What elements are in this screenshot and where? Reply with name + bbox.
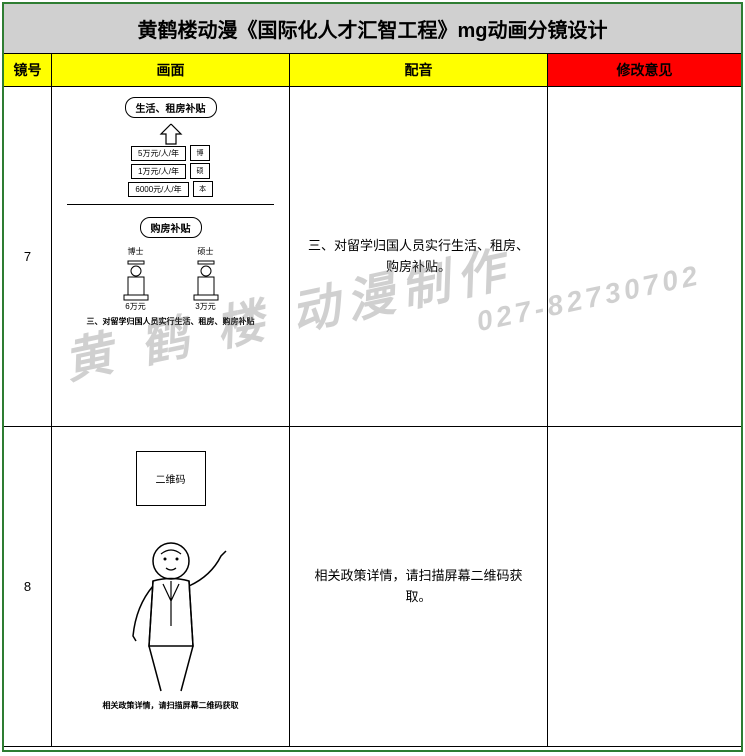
header-vo: 配音: [290, 54, 548, 86]
sb-caption: 相关政策详情，请扫描屏幕二维码获取: [103, 700, 239, 711]
vo-text: 相关政策详情，请扫描屏幕二维码获取。: [294, 566, 543, 608]
tier-row: 1万元/人/年 硕: [131, 163, 210, 179]
grad-amount: 3万元: [186, 301, 226, 312]
person-pointing-icon: [101, 526, 241, 696]
tier-tag: 博: [190, 145, 210, 161]
tier-row: 5万元/人/年 博: [131, 145, 210, 161]
tier-amount: 1万元/人/年: [131, 164, 186, 179]
graduate-icon: [116, 257, 156, 301]
table-row: 8 二维码 相关政策详情，请扫描屏幕二维码获取: [4, 427, 741, 747]
cell-storyboard: 二维码 相关政策详情，请扫描屏幕二维码获取: [52, 427, 290, 746]
grad-phd: 博士 6万元: [116, 246, 156, 312]
grad-amount: 6万元: [116, 301, 156, 312]
table-row: 7 生活、租房补贴 5万元/人/年 博 1万元/人/年 硕 6000元/人/年 …: [4, 87, 741, 427]
tier-amount: 6000元/人/年: [128, 182, 188, 197]
grad-degree: 硕士: [186, 246, 226, 257]
header-pic: 画面: [52, 54, 290, 86]
tier-tag: 硕: [190, 163, 210, 179]
cell-voiceover: 相关政策详情，请扫描屏幕二维码获取。: [290, 427, 548, 746]
arrow-up-icon: [151, 122, 191, 146]
storyboard-7: 生活、租房补贴 5万元/人/年 博 1万元/人/年 硕 6000元/人/年 本: [56, 91, 285, 422]
cell-num: 8: [4, 427, 52, 746]
sb-label-living: 生活、租房补贴: [125, 97, 217, 118]
grad-master: 硕士 3万元: [186, 246, 226, 312]
qr-placeholder: 二维码: [136, 451, 206, 506]
vo-text: 三、对留学归国人员实行生活、租房、购房补贴。: [294, 236, 543, 278]
title-bar: 黄鹤楼动漫《国际化人才汇智工程》mg动画分镜设计: [4, 4, 741, 54]
cell-num: 7: [4, 87, 52, 426]
graduate-figures: 博士 6万元 硕士: [116, 246, 226, 312]
cell-revision: [548, 87, 741, 426]
divider: [67, 204, 273, 205]
storyboard-8: 二维码 相关政策详情，请扫描屏幕二维码获取: [56, 431, 285, 742]
cell-voiceover: 三、对留学归国人员实行生活、租房、购房补贴。: [290, 87, 548, 426]
tier-tag: 本: [193, 181, 213, 197]
cell-storyboard: 生活、租房补贴 5万元/人/年 博 1万元/人/年 硕 6000元/人/年 本: [52, 87, 290, 426]
sb-caption: 三、对留学归国人员实行生活、租房、购房补贴: [87, 316, 255, 327]
grad-degree: 博士: [116, 246, 156, 257]
table-header-row: 镜号 画面 配音 修改意见: [4, 54, 741, 87]
cell-revision: [548, 427, 741, 746]
graduate-icon: [186, 257, 226, 301]
document-frame: 黄鹤楼动漫《国际化人才汇智工程》mg动画分镜设计 镜号 画面 配音 修改意见 7…: [2, 2, 743, 752]
header-rev: 修改意见: [548, 54, 741, 86]
sb-label-housing: 购房补贴: [140, 217, 202, 238]
tier-amount: 5万元/人/年: [131, 146, 186, 161]
tier-row: 6000元/人/年 本: [128, 181, 212, 197]
header-num: 镜号: [4, 54, 52, 86]
title-text: 黄鹤楼动漫《国际化人才汇智工程》mg动画分镜设计: [138, 20, 608, 42]
